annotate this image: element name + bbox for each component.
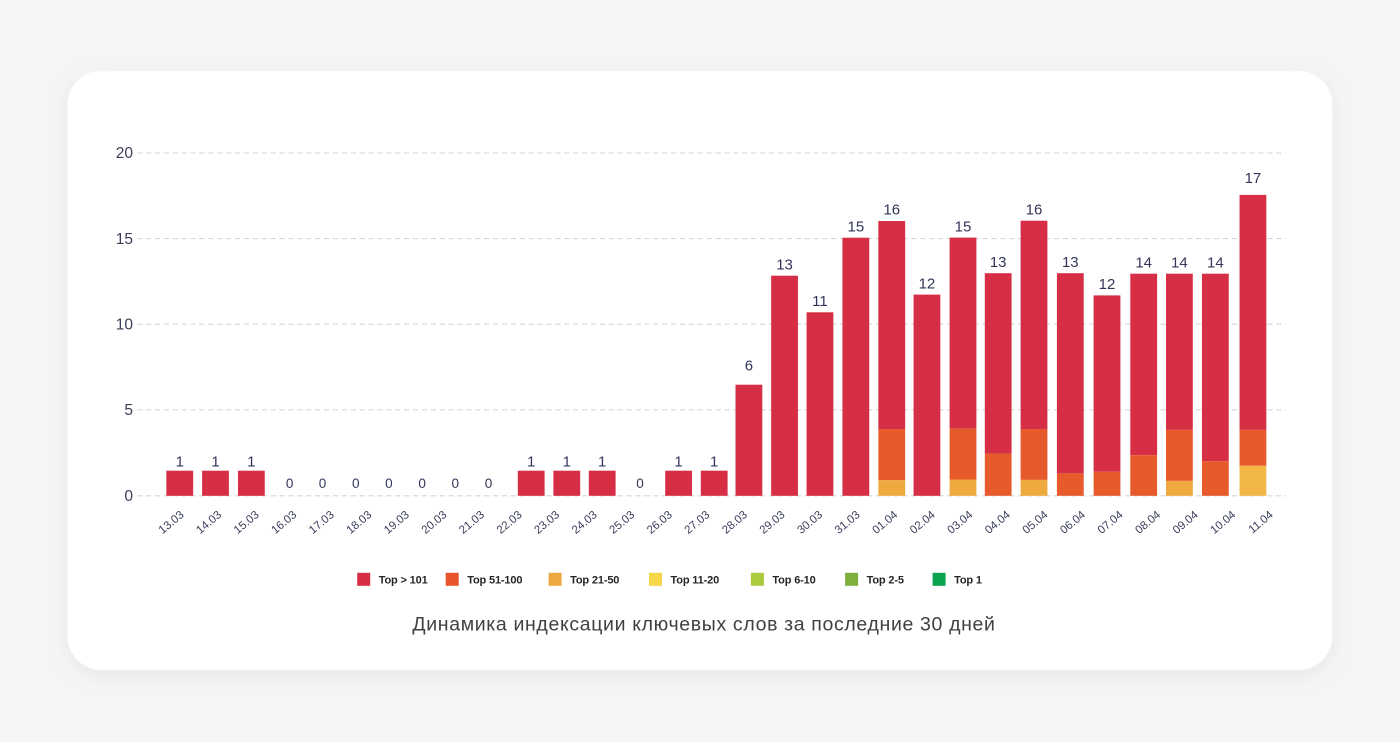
svg-text:14: 14 [1135,254,1152,271]
svg-text:15: 15 [955,218,972,235]
svg-text:0: 0 [286,476,294,491]
svg-text:13: 13 [1062,254,1079,271]
svg-text:Top 21-50: Top 21-50 [570,574,619,586]
svg-text:12: 12 [1099,276,1116,293]
svg-text:15: 15 [848,218,865,235]
svg-text:Top 1: Top 1 [954,574,982,586]
svg-text:1: 1 [247,453,255,470]
svg-text:1: 1 [211,453,219,470]
svg-text:0: 0 [319,476,327,491]
svg-text:6: 6 [745,358,753,375]
svg-text:0: 0 [385,476,393,491]
svg-text:15: 15 [116,231,133,248]
svg-text:Top 51-100: Top 51-100 [467,574,522,586]
svg-text:16: 16 [883,202,900,219]
svg-text:0: 0 [452,476,460,491]
svg-text:Top > 101: Top > 101 [379,574,428,586]
svg-text:1: 1 [674,453,682,470]
svg-text:0: 0 [352,476,360,491]
svg-text:0: 0 [485,476,493,491]
svg-text:11: 11 [812,293,828,310]
svg-text:Динамика индексации ключевых с: Динамика индексации ключевых слов за пос… [412,613,995,635]
svg-text:16: 16 [1026,201,1043,218]
svg-text:20: 20 [116,145,134,162]
svg-text:1: 1 [710,453,718,470]
svg-text:Top 6-10: Top 6-10 [772,574,815,586]
svg-text:Top 11-20: Top 11-20 [671,574,720,586]
svg-text:1: 1 [176,453,184,470]
svg-text:14: 14 [1207,254,1224,271]
svg-text:12: 12 [919,275,936,292]
svg-text:13: 13 [776,256,793,273]
svg-text:Top 2-5: Top 2-5 [867,574,904,586]
svg-text:1: 1 [527,453,535,470]
svg-text:10: 10 [116,316,134,333]
svg-text:13: 13 [990,254,1007,271]
svg-text:0: 0 [124,488,133,505]
svg-text:0: 0 [418,476,426,491]
svg-text:1: 1 [563,453,571,470]
svg-text:17: 17 [1245,170,1262,187]
svg-text:14: 14 [1171,254,1188,271]
svg-text:5: 5 [124,402,133,419]
svg-text:1: 1 [598,453,606,470]
svg-text:0: 0 [636,476,644,491]
